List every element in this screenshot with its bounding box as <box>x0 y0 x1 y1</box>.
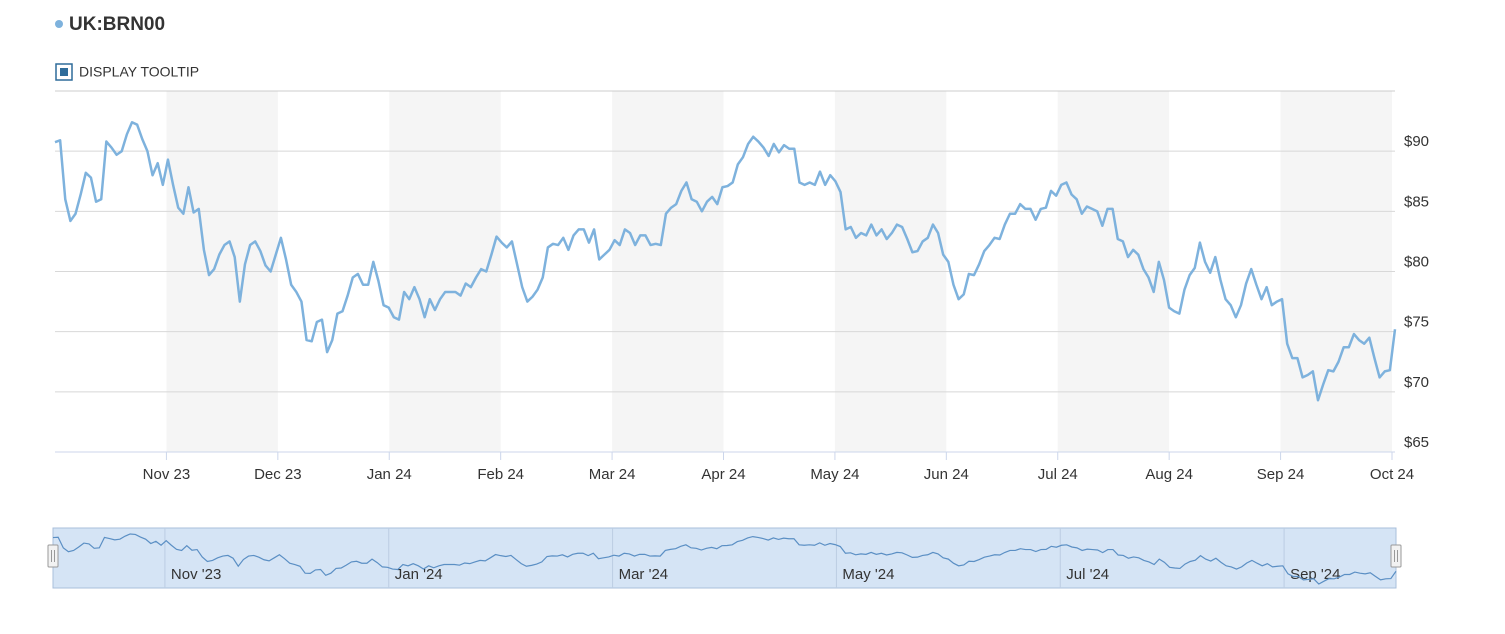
navigator-line <box>52 533 1397 585</box>
y-tick-label: $75 <box>1404 314 1429 331</box>
navigator-tick-label: Jan '24 <box>395 566 443 583</box>
x-tick-label: Dec 23 <box>254 466 302 483</box>
checkbox-check <box>60 68 68 76</box>
x-tick-label: Aug 24 <box>1145 466 1193 483</box>
navigator-frame <box>52 527 1397 589</box>
y-tick-label: $90 <box>1404 133 1429 150</box>
x-tick-label: May 24 <box>810 466 859 483</box>
x-tick-label: Feb 24 <box>477 466 524 483</box>
navigator-tick-label: May '24 <box>842 566 894 583</box>
y-tick-label: $80 <box>1404 253 1429 270</box>
x-tick-label: Oct 24 <box>1370 466 1414 483</box>
chart-title: UK:BRN00 <box>69 14 165 35</box>
navigator-tick-label: Mar '24 <box>619 566 669 583</box>
tooltip-toggle-label[interactable]: DISPLAY TOOLTIP <box>79 64 199 80</box>
x-tick-label: Jun 24 <box>924 466 969 483</box>
x-tick-label: Jan 24 <box>367 466 412 483</box>
navigator-handle[interactable] <box>47 544 59 568</box>
x-tick-label: Apr 24 <box>701 466 745 483</box>
x-tick-label: Sep 24 <box>1257 466 1305 483</box>
y-tick-label: $65 <box>1404 434 1429 451</box>
navigator-tick-label: Nov '23 <box>171 566 221 583</box>
y-tick-label: $85 <box>1404 193 1429 210</box>
x-tick-label: Mar 24 <box>589 466 636 483</box>
x-tick-label: Jul 24 <box>1038 466 1078 483</box>
x-tick-label: Nov 23 <box>143 466 191 483</box>
navigator-handle[interactable] <box>1390 544 1402 568</box>
price-line <box>54 121 1397 402</box>
legend-dot <box>55 20 63 28</box>
y-tick-label: $70 <box>1404 374 1429 391</box>
navigator-tick-label: Jul '24 <box>1066 566 1109 583</box>
